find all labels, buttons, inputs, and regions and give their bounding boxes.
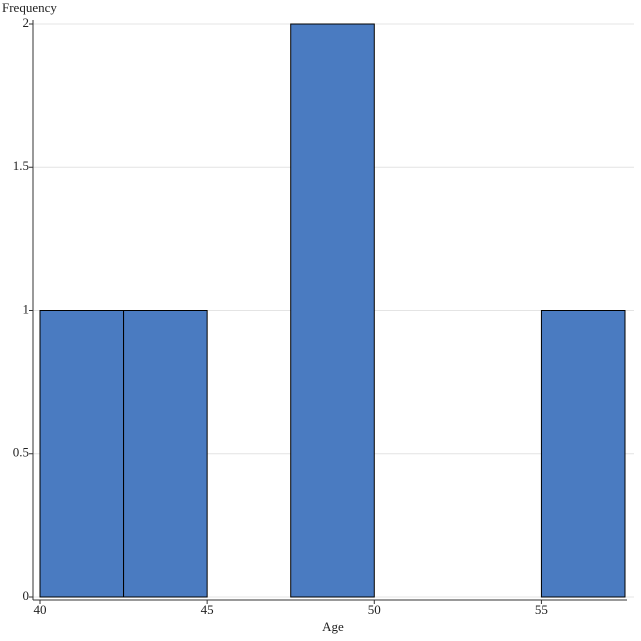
- y-tick-label: 2: [23, 15, 30, 30]
- bar: [123, 310, 208, 598]
- bar: [39, 310, 125, 598]
- y-tick-label: 0.5: [13, 445, 29, 460]
- x-tick-label: 40: [34, 602, 47, 617]
- x-tick-label: 50: [368, 602, 381, 617]
- y-tick-label: 0: [23, 588, 30, 603]
- y-axis-label: Frequency: [2, 0, 57, 15]
- x-axis-label: Age: [322, 619, 344, 634]
- x-tick-label: 45: [201, 602, 214, 617]
- bar: [540, 310, 626, 598]
- y-tick-label: 1.5: [13, 158, 29, 173]
- x-tick-label: 55: [535, 602, 548, 617]
- y-tick-label: 1: [23, 301, 30, 316]
- bar: [290, 23, 375, 598]
